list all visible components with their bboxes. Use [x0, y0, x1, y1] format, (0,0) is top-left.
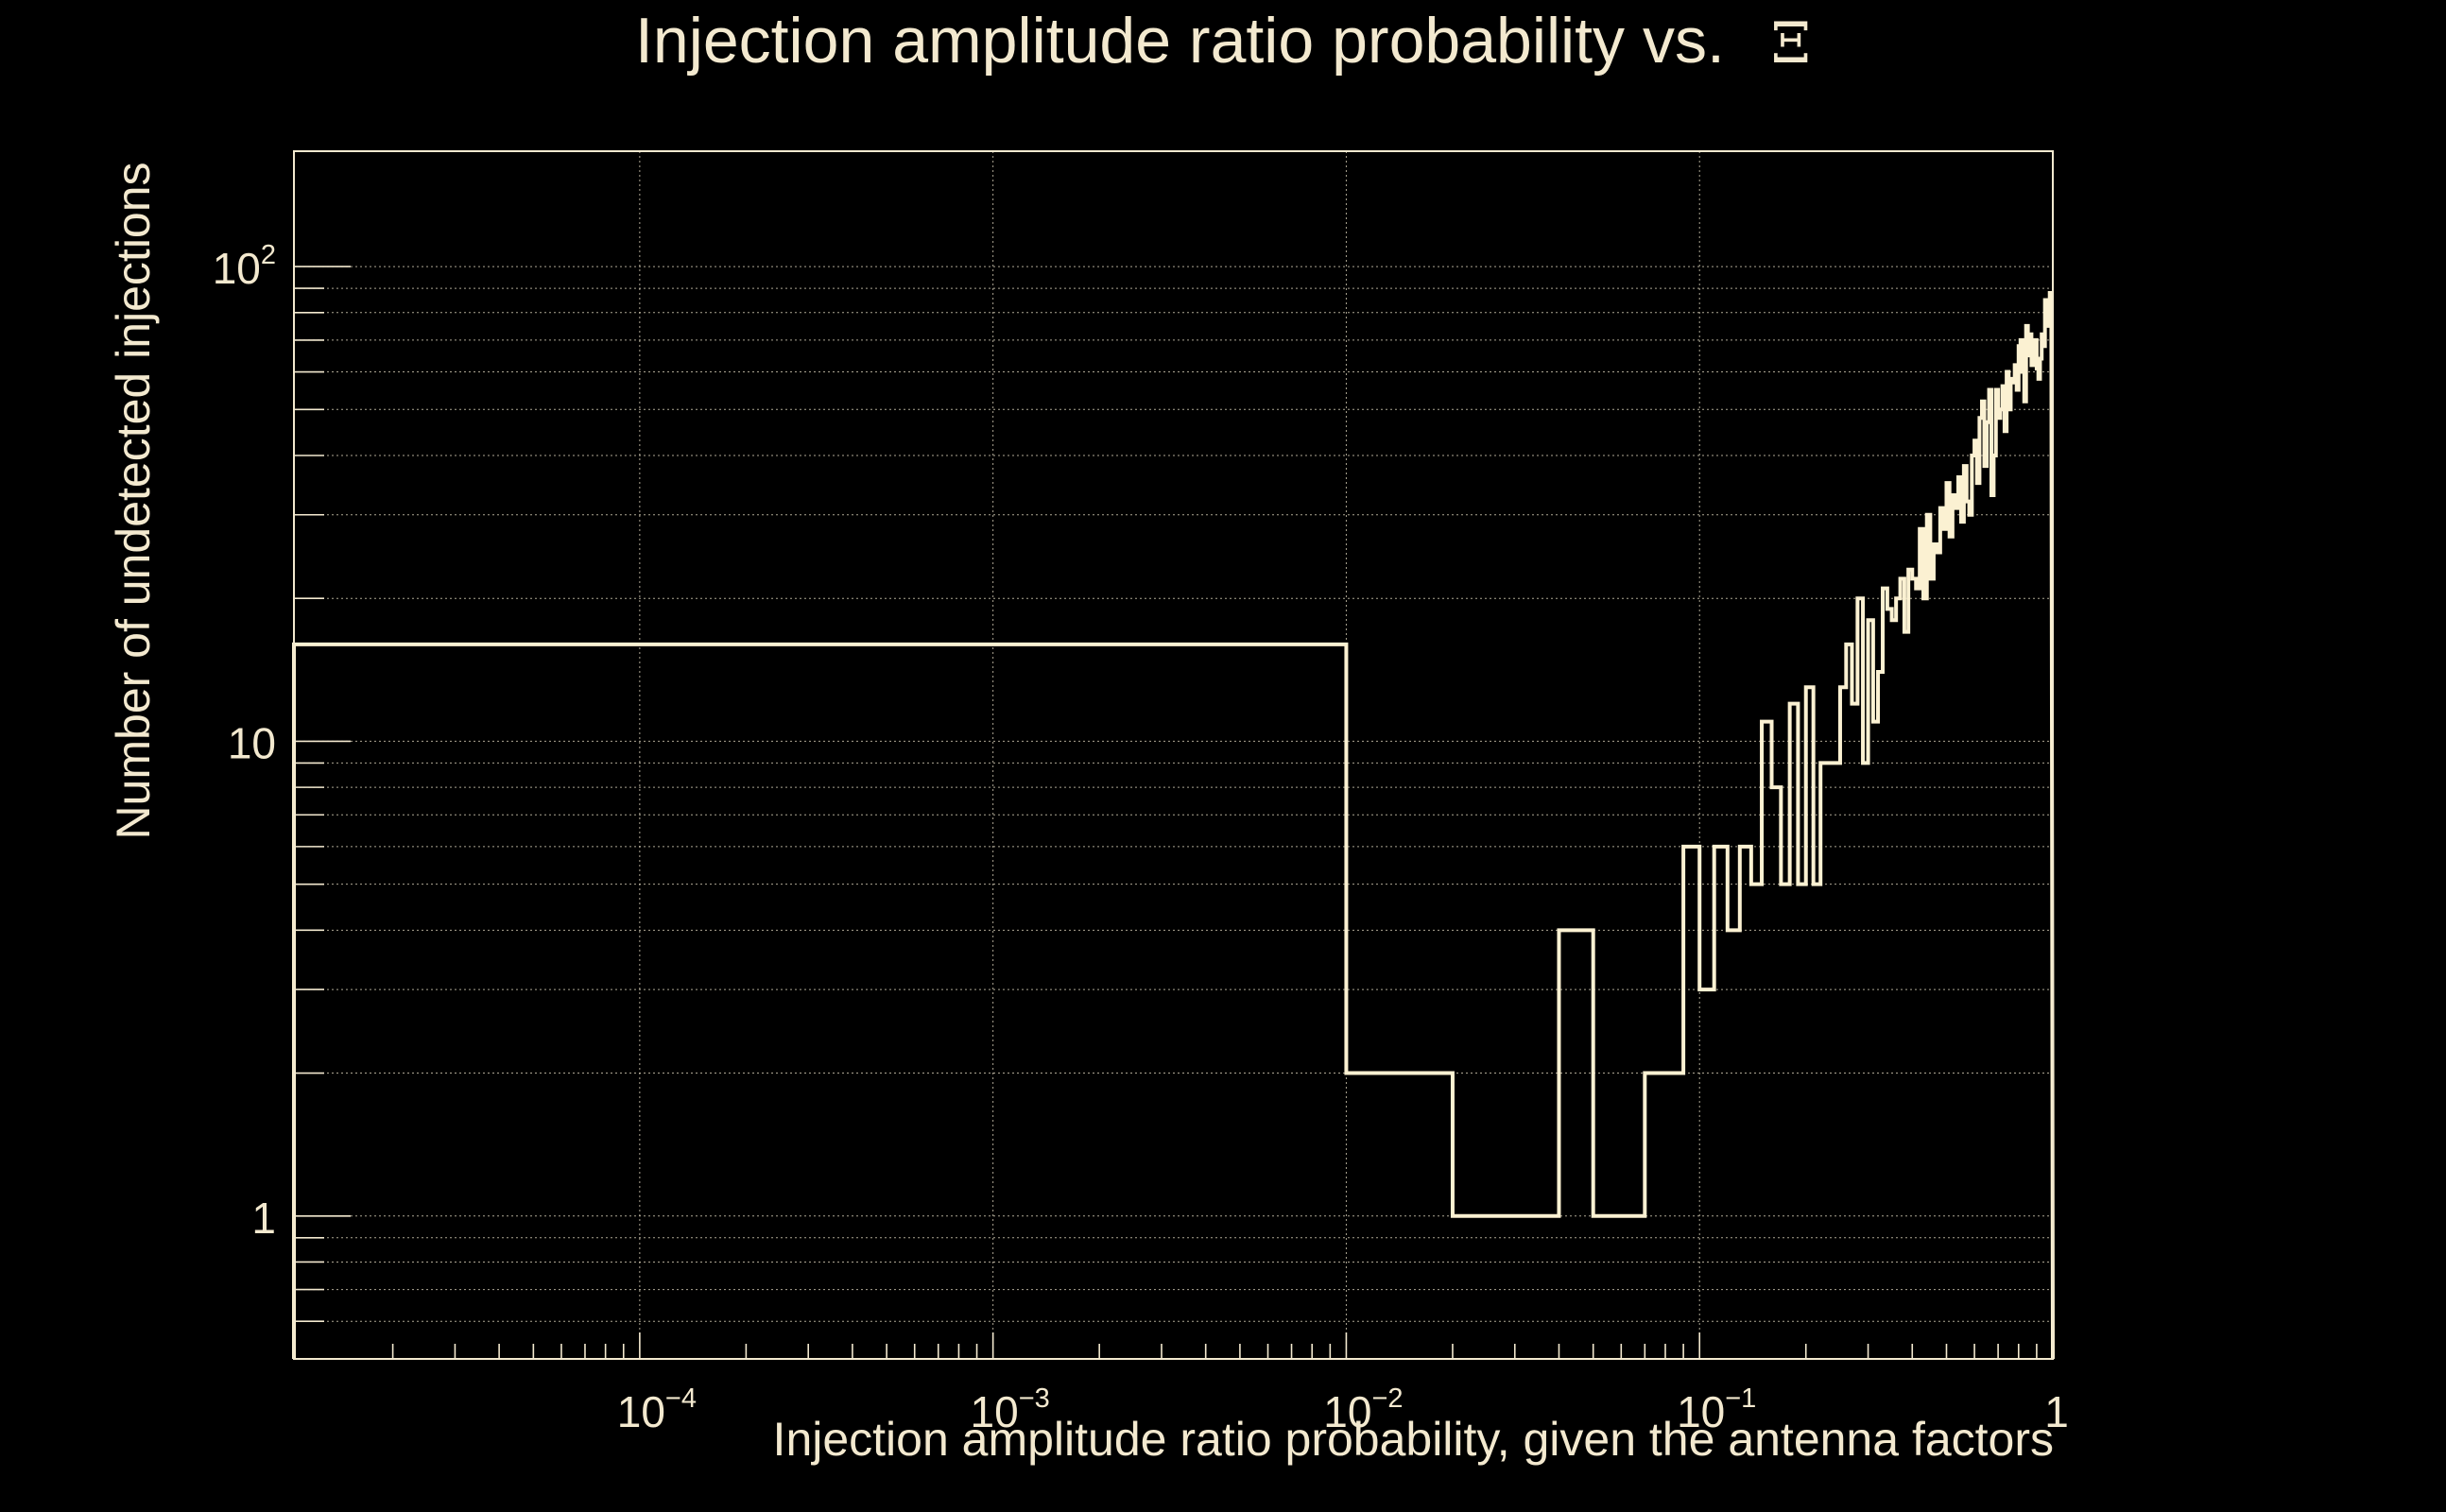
y-axis-label: Number of undetected injections: [107, 162, 160, 839]
histogram-series: [292, 290, 2055, 1360]
chart-title-text: Injection amplitude ratio probability vs…: [635, 5, 1725, 77]
chart-title-symbol: Ξ: [1771, 10, 1811, 77]
x-tick-label: 10−4: [617, 1383, 697, 1436]
x-tick-label: 10−3: [971, 1383, 1050, 1436]
chart-title: Injection amplitude ratio probability vs…: [635, 5, 1811, 77]
y-tick-label: 102: [213, 240, 276, 293]
axis-ticks: [294, 266, 2054, 1360]
grid: [294, 151, 2054, 1360]
x-tick-label: 1: [2044, 1387, 2069, 1436]
y-tick-label: 10: [228, 718, 276, 767]
y-tick-label: 1: [251, 1194, 276, 1243]
x-tick-label: 10−1: [1677, 1383, 1756, 1436]
plot-frame: [293, 150, 2054, 1360]
x-axis-label: Injection amplitude ratio probability, g…: [773, 1413, 2054, 1466]
x-tick-label: 10−2: [1323, 1383, 1403, 1436]
tick-labels: 10−4 10−3 10−2 10−1 1 1 10 102: [213, 240, 2069, 1436]
